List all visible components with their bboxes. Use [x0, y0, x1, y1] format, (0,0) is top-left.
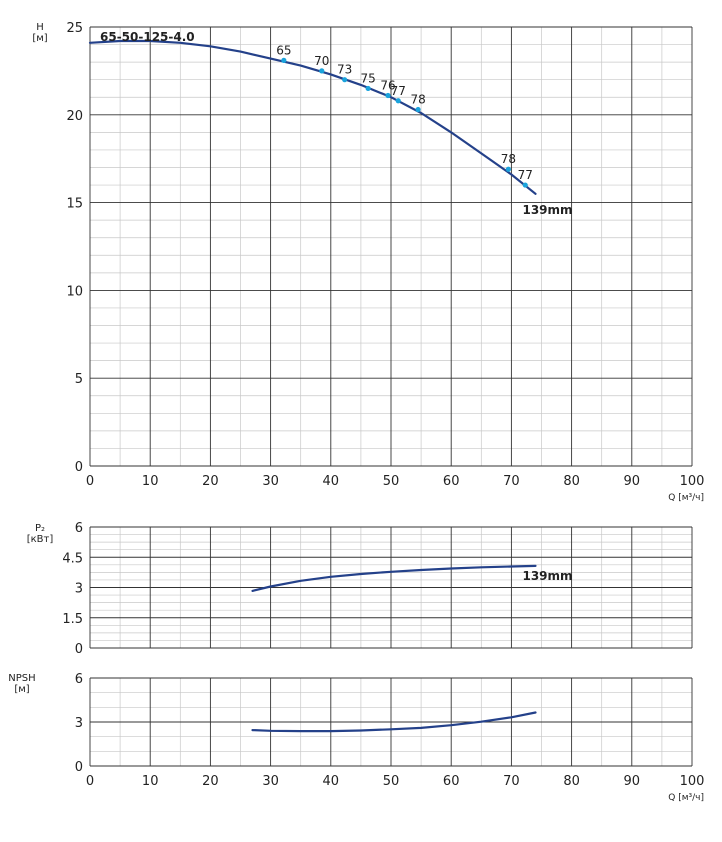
npsh-panel [89, 677, 693, 767]
efficiency-point-marker [505, 166, 511, 172]
power-y-tick-label: 4.5 [62, 551, 83, 566]
npsh-y-tick-label: 6 [75, 672, 83, 687]
efficiency-label: 75 [360, 71, 375, 85]
head-y-tick-label: 15 [66, 197, 83, 212]
efficiency-label: 70 [314, 54, 329, 68]
model-title: 65-50-125-4.0 [100, 30, 195, 44]
efficiency-label: 65 [276, 43, 291, 57]
efficiency-point-marker [281, 57, 287, 63]
power-series-label: 139mm [522, 569, 572, 583]
power-series-line [251, 564, 537, 593]
head-x-tick-label: 80 [563, 474, 580, 489]
head-x-axis-label: Q [м³/ч] [668, 493, 704, 503]
head-x-tick-label: 10 [142, 474, 159, 489]
head-y-tick-label: 5 [75, 372, 83, 387]
head-x-tick-label: 20 [202, 474, 219, 489]
power-y-axis-label: [кВт] [27, 534, 54, 545]
power-panel [89, 526, 693, 649]
head-y-axis-label: [м] [32, 33, 47, 44]
npsh-x-tick-label: 70 [503, 774, 520, 789]
head-x-tick-label: 70 [503, 474, 520, 489]
efficiency-point-marker [319, 68, 325, 74]
npsh-x-tick-label: 80 [563, 774, 580, 789]
power-y-axis-label: P₂ [35, 523, 45, 534]
npsh-x-axis-label: Q [м³/ч] [668, 793, 704, 803]
efficiency-label: 76 [380, 78, 395, 92]
head-x-tick-label: 90 [624, 474, 641, 489]
efficiency-label: 78 [501, 152, 516, 166]
head-x-tick-label: 50 [383, 474, 400, 489]
npsh-x-tick-label: 60 [443, 774, 460, 789]
efficiency-label: 73 [337, 63, 352, 77]
npsh-x-tick-label: 0 [86, 774, 94, 789]
head-x-tick-label: 40 [323, 474, 340, 489]
head-y-tick-label: 10 [66, 284, 83, 299]
npsh-x-tick-label: 30 [262, 774, 279, 789]
efficiency-label: 77 [391, 84, 406, 98]
power-y-tick-label: 6 [75, 521, 83, 536]
head-y-axis-label: H [36, 22, 44, 33]
head-x-tick-label: 30 [262, 474, 279, 489]
efficiency-label: 77 [518, 168, 533, 182]
efficiency-point-marker [395, 98, 401, 104]
efficiency-point-marker [385, 92, 391, 99]
power-y-tick-label: 0 [75, 642, 83, 657]
npsh-x-tick-label: 20 [202, 774, 219, 789]
npsh-y-tick-label: 0 [75, 760, 83, 775]
npsh-y-axis-label: NPSH [8, 673, 35, 684]
head-y-tick-label: 20 [66, 109, 83, 124]
npsh-x-tick-label: 50 [383, 774, 400, 789]
npsh-y-axis-label: [м] [14, 684, 29, 695]
head-series-label: 139mm [522, 203, 572, 217]
head-y-tick-label: 0 [75, 460, 83, 475]
head-panel [88, 26, 693, 467]
npsh-x-tick-label: 10 [142, 774, 159, 789]
efficiency-point-marker [342, 77, 348, 83]
npsh-series-line [251, 711, 537, 733]
efficiency-point-marker [365, 85, 371, 92]
npsh-y-tick-label: 3 [75, 716, 83, 731]
head-x-tick-label: 60 [443, 474, 460, 489]
head-series-line [88, 39, 537, 195]
npsh-x-tick-label: 100 [680, 774, 705, 789]
head-y-tick-label: 25 [66, 21, 83, 36]
head-x-tick-label: 0 [86, 474, 94, 489]
efficiency-point-marker [415, 106, 421, 113]
npsh-x-tick-label: 40 [323, 774, 340, 789]
npsh-x-tick-label: 90 [624, 774, 641, 789]
efficiency-point-marker [522, 182, 528, 188]
head-x-tick-label: 100 [680, 474, 705, 489]
power-y-tick-label: 1.5 [62, 612, 83, 627]
efficiency-label: 78 [410, 93, 425, 107]
power-y-tick-label: 3 [75, 582, 83, 597]
